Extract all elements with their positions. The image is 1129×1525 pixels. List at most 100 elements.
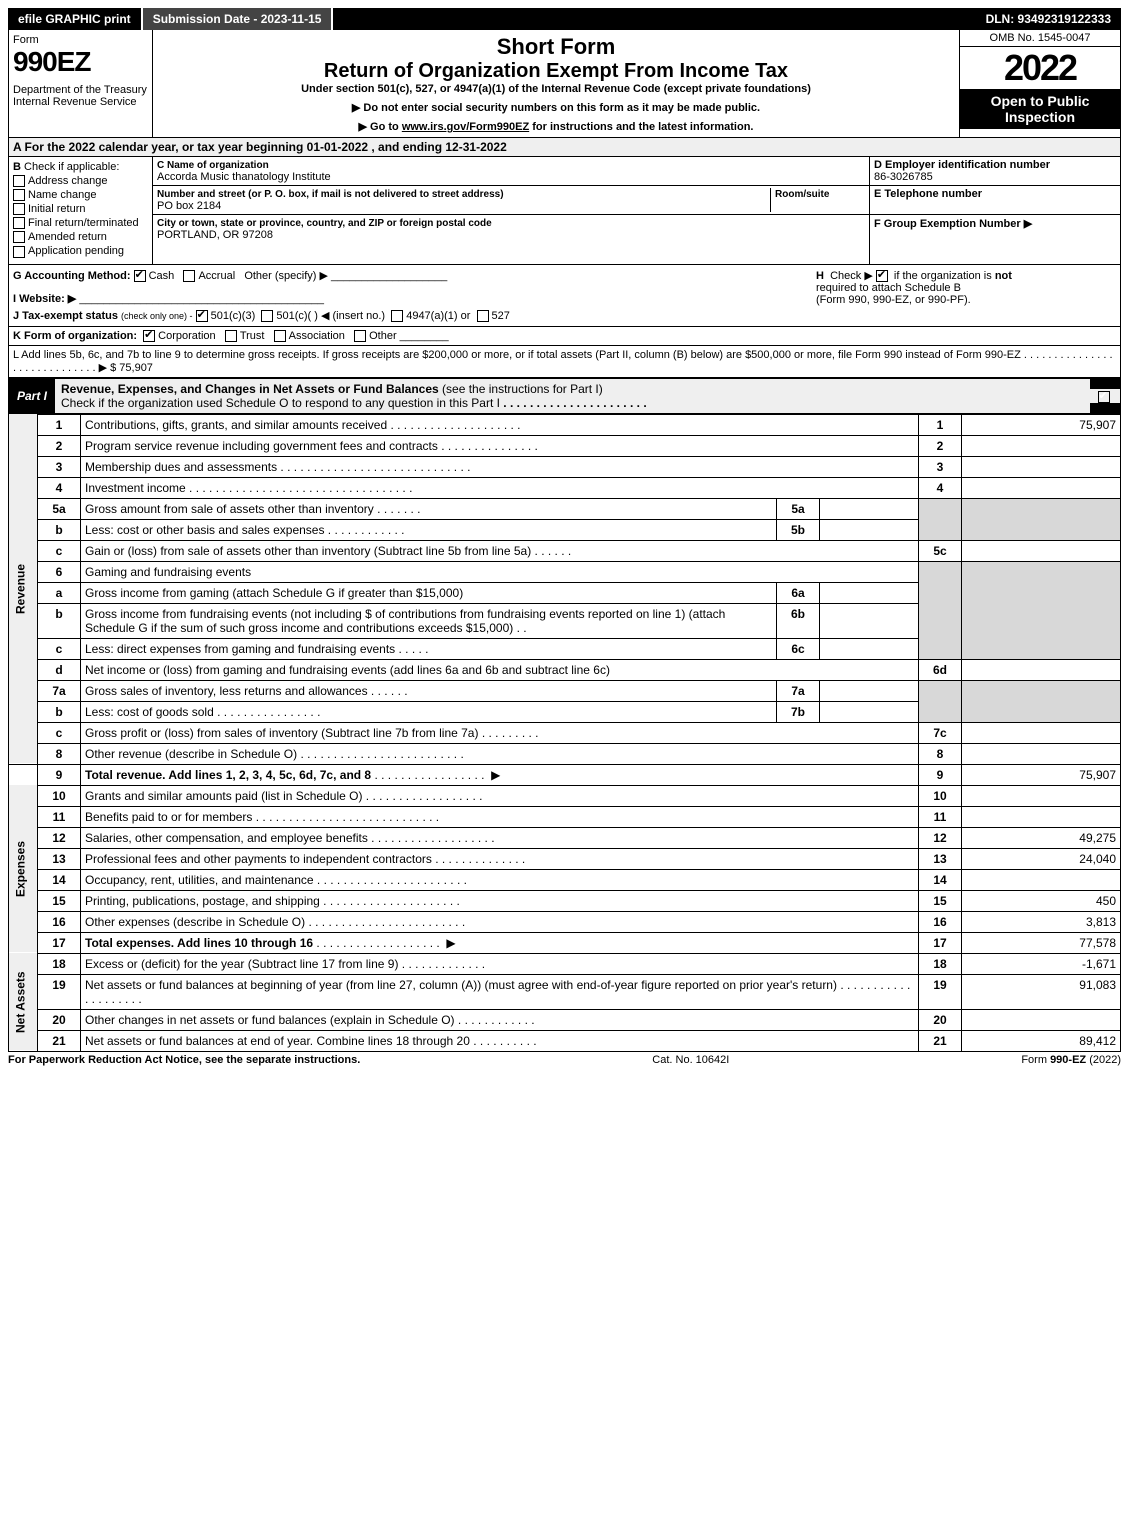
chk-schedule-o[interactable] <box>1098 391 1110 403</box>
desc-6c: Less: direct expenses from gaming and fu… <box>85 642 395 656</box>
ein-value: 86-3026785 <box>874 171 933 183</box>
desc-5a: Gross amount from sale of assets other t… <box>85 502 374 516</box>
ln-18: 18 <box>38 953 81 974</box>
desc-14: Occupancy, rent, utilities, and maintena… <box>85 873 314 887</box>
amt-10 <box>962 785 1121 806</box>
ln-7c: c <box>38 722 81 743</box>
num-21: 21 <box>919 1030 962 1051</box>
chk-501c3[interactable] <box>196 310 208 322</box>
desc-6: Gaming and fundraising events <box>85 565 251 579</box>
ln-17: 17 <box>38 932 81 953</box>
ln-6b: b <box>38 603 81 638</box>
desc-16: Other expenses (describe in Schedule O) <box>85 915 305 929</box>
chk-4947[interactable] <box>391 310 403 322</box>
chk-accrual[interactable] <box>183 270 195 282</box>
efile-label[interactable]: efile GRAPHIC print <box>8 8 143 30</box>
footer-catno: Cat. No. 10642I <box>360 1054 1021 1066</box>
ln-8: 8 <box>38 743 81 764</box>
amt-4 <box>962 477 1121 498</box>
desc-7b: Less: cost of goods sold <box>85 705 214 719</box>
desc-13: Professional fees and other payments to … <box>85 852 432 866</box>
row-l: L Add lines 5b, 6c, and 7b to line 9 to … <box>8 346 1121 378</box>
tax-year: 2022 <box>960 47 1120 89</box>
amt-8 <box>962 743 1121 764</box>
b-check-label: Check if applicable: <box>24 161 119 173</box>
sub-6c: 6c <box>777 638 820 659</box>
chk-501c[interactable] <box>261 310 273 322</box>
amt-16: 3,813 <box>962 911 1121 932</box>
ln-1: 1 <box>38 414 81 435</box>
desc-18: Excess or (deficit) for the year (Subtra… <box>85 957 398 971</box>
num-15: 15 <box>919 890 962 911</box>
desc-15: Printing, publications, postage, and shi… <box>85 894 320 908</box>
goto-note: ▶ Go to www.irs.gov/Form990EZ for instru… <box>157 120 955 133</box>
amt-9: 75,907 <box>962 764 1121 785</box>
footer-left: For Paperwork Reduction Act Notice, see … <box>8 1054 360 1066</box>
ln-6c: c <box>38 638 81 659</box>
ln-5a: 5a <box>38 498 81 519</box>
chk-schedule-b[interactable] <box>876 270 888 282</box>
chk-527[interactable] <box>477 310 489 322</box>
sub-6a: 6a <box>777 582 820 603</box>
part-i-table: Revenue 1 Contributions, gifts, grants, … <box>8 414 1121 1052</box>
chk-amended[interactable]: Amended return <box>13 231 148 243</box>
col-c: C Name of organizationAccorda Music than… <box>153 157 869 264</box>
chk-other-org[interactable] <box>354 330 366 342</box>
num-5c: 5c <box>919 540 962 561</box>
part-i-header: Part I Revenue, Expenses, and Changes in… <box>8 378 1121 414</box>
desc-7a: Gross sales of inventory, less returns a… <box>85 684 368 698</box>
row-i: I Website: ▶ ___________________________… <box>13 292 816 305</box>
form-header: Form 990EZ Department of the Treasury In… <box>8 30 1121 138</box>
desc-3: Membership dues and assessments <box>85 460 277 474</box>
sub-7b: 7b <box>777 701 820 722</box>
num-17: 17 <box>919 932 962 953</box>
ln-5b: b <box>38 519 81 540</box>
row-k: K Form of organization: Corporation Trus… <box>8 327 1121 346</box>
amt-14 <box>962 869 1121 890</box>
side-expenses: Expenses <box>9 785 38 953</box>
chk-name-change[interactable]: Name change <box>13 189 148 201</box>
section-ghi: G Accounting Method: Cash Accrual Other … <box>8 265 1121 327</box>
sub-5a: 5a <box>777 498 820 519</box>
chk-cash[interactable] <box>134 270 146 282</box>
desc-7c: Gross profit or (loss) from sales of inv… <box>85 726 478 740</box>
chk-initial-return[interactable]: Initial return <box>13 203 148 215</box>
c-street-lbl: Number and street (or P. O. box, if mail… <box>157 189 504 200</box>
num-16: 16 <box>919 911 962 932</box>
amt-19: 91,083 <box>962 974 1121 1009</box>
b-letter: B <box>13 161 21 173</box>
chk-application-pending[interactable]: Application pending <box>13 245 148 257</box>
irs-link[interactable]: www.irs.gov/Form990EZ <box>402 121 529 133</box>
ln-6a: a <box>38 582 81 603</box>
form-number: 990EZ <box>13 46 148 78</box>
num-3: 3 <box>919 456 962 477</box>
ln-7b: b <box>38 701 81 722</box>
topbar: efile GRAPHIC print Submission Date - 20… <box>8 8 1121 30</box>
form-word: Form <box>13 34 148 46</box>
chk-address-change[interactable]: Address change <box>13 175 148 187</box>
amt-13: 24,040 <box>962 848 1121 869</box>
col-d: D Employer identification number86-30267… <box>869 157 1120 264</box>
side-revenue: Revenue <box>9 414 38 764</box>
amt-5c <box>962 540 1121 561</box>
submission-date: Submission Date - 2023-11-15 <box>143 8 334 30</box>
ln-3: 3 <box>38 456 81 477</box>
chk-association[interactable] <box>274 330 286 342</box>
chk-final-return[interactable]: Final return/terminated <box>13 217 148 229</box>
open-inspection: Open to Public Inspection <box>960 89 1120 129</box>
chk-trust[interactable] <box>225 330 237 342</box>
desc-2: Program service revenue including govern… <box>85 439 438 453</box>
row-a-tax-year: A For the 2022 calendar year, or tax yea… <box>8 138 1121 157</box>
ln-4: 4 <box>38 477 81 498</box>
ln-20: 20 <box>38 1009 81 1030</box>
part-i-checknote: Check if the organization used Schedule … <box>61 396 500 410</box>
amt-12: 49,275 <box>962 827 1121 848</box>
ln-2: 2 <box>38 435 81 456</box>
desc-11: Benefits paid to or for members <box>85 810 252 824</box>
footer: For Paperwork Reduction Act Notice, see … <box>8 1052 1121 1066</box>
ln-16: 16 <box>38 911 81 932</box>
num-2: 2 <box>919 435 962 456</box>
desc-5b: Less: cost or other basis and sales expe… <box>85 523 324 537</box>
chk-corporation[interactable] <box>143 330 155 342</box>
ln-6d: d <box>38 659 81 680</box>
